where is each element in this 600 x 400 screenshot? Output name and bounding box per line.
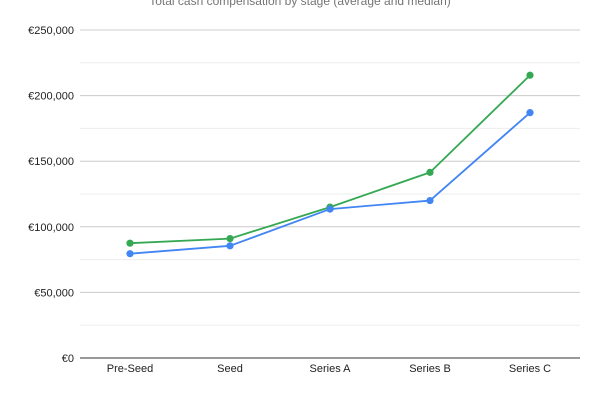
y-tick-label: €250,000 xyxy=(28,25,74,37)
y-tick-label: €100,000 xyxy=(28,222,74,234)
x-tick-label: Series B xyxy=(409,363,451,375)
series-2-point xyxy=(126,250,134,258)
chart-title: Total cash compensation by stage (averag… xyxy=(149,0,451,8)
series-points xyxy=(126,71,534,258)
x-axis-labels: Pre-Seed Seed Series A Series B Series C xyxy=(107,363,551,375)
series-1-point xyxy=(226,235,234,243)
x-tick-label: Pre-Seed xyxy=(107,363,153,375)
series-1-point xyxy=(526,71,534,79)
y-tick-label: €0 xyxy=(62,353,74,365)
gridlines xyxy=(80,29,580,326)
series-2-point xyxy=(326,205,334,213)
x-tick-label: Seed xyxy=(217,363,243,375)
series-2-point xyxy=(426,196,434,205)
y-tick-label: €150,000 xyxy=(28,156,74,168)
y-tick-label: €200,000 xyxy=(28,91,74,103)
series-2-point xyxy=(226,242,234,250)
x-tick-label: Series C xyxy=(509,363,551,375)
x-tick-label: Series A xyxy=(310,363,352,375)
y-axis-labels: €0 €50,000 €100,000 €150,000 €200,000 €250,00… xyxy=(28,25,74,365)
y-tick-label: €50,000 xyxy=(34,287,74,299)
series-1-point xyxy=(126,239,134,247)
series-2-point xyxy=(526,109,534,117)
series-1-point xyxy=(426,168,434,176)
series-line-1 xyxy=(129,74,531,245)
